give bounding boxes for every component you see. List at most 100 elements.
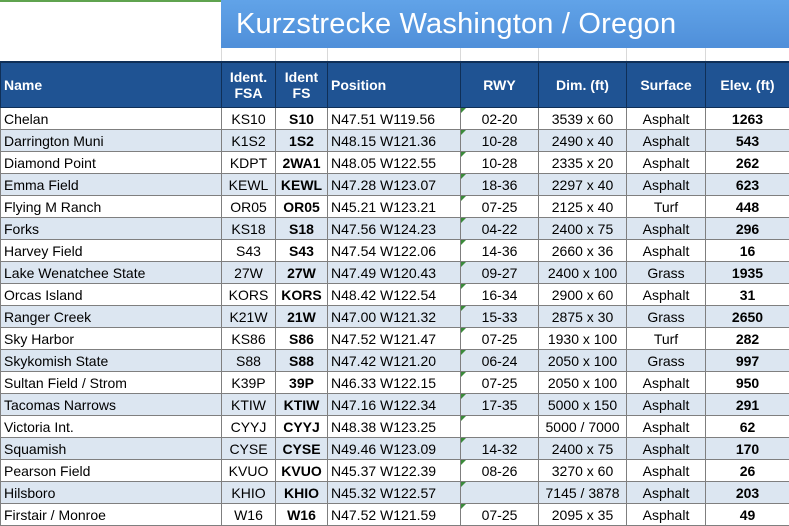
cell-name[interactable]: Ranger Creek (1, 306, 222, 328)
cell-elev[interactable]: 31 (706, 284, 789, 306)
cell-rwy[interactable]: 10-28 (461, 152, 539, 174)
cell-position[interactable]: N49.46 W123.09 (328, 438, 461, 460)
cell-dim[interactable]: 5000 / 7000 (539, 416, 627, 438)
header-dim[interactable]: Dim. (ft) (539, 62, 627, 108)
cell-surface[interactable]: Asphalt (627, 394, 706, 416)
cell-rwy[interactable]: 10-28 (461, 130, 539, 152)
cell-ident-fsa[interactable]: KS86 (222, 328, 276, 350)
header-rwy[interactable]: RWY (461, 62, 539, 108)
cell-dim[interactable]: 2400 x 100 (539, 262, 627, 284)
cell-ident-fsa[interactable]: W16 (222, 504, 276, 526)
header-ident-fsa[interactable]: Ident. FSA (222, 62, 276, 108)
cell-position[interactable]: N48.38 W123.25 (328, 416, 461, 438)
cell-elev[interactable]: 262 (706, 152, 789, 174)
cell-name[interactable]: Pearson Field (1, 460, 222, 482)
cell-rwy[interactable]: 07-25 (461, 196, 539, 218)
cell-name[interactable]: Skykomish State (1, 350, 222, 372)
cell-ident-fsa[interactable]: S88 (222, 350, 276, 372)
cell-name[interactable]: Squamish (1, 438, 222, 460)
cell-dim[interactable]: 2050 x 100 (539, 372, 627, 394)
cell-position[interactable]: N47.28 W123.07 (328, 174, 461, 196)
cell-ident-fs[interactable]: W16 (276, 504, 328, 526)
cell-ident-fsa[interactable]: KORS (222, 284, 276, 306)
cell-surface[interactable]: Turf (627, 196, 706, 218)
cell-ident-fs[interactable]: 1S2 (276, 130, 328, 152)
cell-elev[interactable]: 62 (706, 416, 789, 438)
header-name[interactable]: Name (1, 62, 222, 108)
cell-name[interactable]: Harvey Field (1, 240, 222, 262)
cell-rwy[interactable]: 14-36 (461, 240, 539, 262)
header-surface[interactable]: Surface (627, 62, 706, 108)
cell-dim[interactable]: 3539 x 60 (539, 108, 627, 130)
cell-rwy[interactable]: 07-25 (461, 372, 539, 394)
cell-ident-fs[interactable]: KORS (276, 284, 328, 306)
cell-ident-fsa[interactable]: KHIO (222, 482, 276, 504)
cell-ident-fsa[interactable]: K39P (222, 372, 276, 394)
cell-rwy[interactable]: 02-20 (461, 108, 539, 130)
cell-position[interactable]: N47.56 W124.23 (328, 218, 461, 240)
header-position[interactable]: Position (328, 62, 461, 108)
cell-ident-fsa[interactable]: K1S2 (222, 130, 276, 152)
cell-position[interactable]: N46.33 W122.15 (328, 372, 461, 394)
cell-elev[interactable]: 1263 (706, 108, 789, 130)
cell-ident-fsa[interactable]: S43 (222, 240, 276, 262)
cell-position[interactable]: N47.52 W121.47 (328, 328, 461, 350)
cell-ident-fs[interactable]: S10 (276, 108, 328, 130)
cell-name[interactable]: Lake Wenatchee State (1, 262, 222, 284)
cell-elev[interactable]: 296 (706, 218, 789, 240)
cell-ident-fs[interactable]: S86 (276, 328, 328, 350)
cell-rwy[interactable]: 07-25 (461, 504, 539, 526)
cell-surface[interactable]: Asphalt (627, 174, 706, 196)
cell-ident-fsa[interactable]: CYSE (222, 438, 276, 460)
cell-elev[interactable]: 49 (706, 504, 789, 526)
cell-position[interactable]: N47.52 W121.59 (328, 504, 461, 526)
cell-position[interactable]: N45.21 W123.21 (328, 196, 461, 218)
cell-rwy[interactable]: 04-22 (461, 218, 539, 240)
cell-ident-fsa[interactable]: KS10 (222, 108, 276, 130)
cell-position[interactable]: N47.00 W121.32 (328, 306, 461, 328)
cell-surface[interactable]: Asphalt (627, 108, 706, 130)
cell-ident-fs[interactable]: KTIW (276, 394, 328, 416)
cell-elev[interactable]: 282 (706, 328, 789, 350)
cell-name[interactable]: Diamond Point (1, 152, 222, 174)
cell-elev[interactable]: 448 (706, 196, 789, 218)
cell-elev[interactable]: 2650 (706, 306, 789, 328)
cell-rwy[interactable]: 08-26 (461, 460, 539, 482)
cell-dim[interactable]: 2400 x 75 (539, 218, 627, 240)
cell-elev[interactable]: 543 (706, 130, 789, 152)
cell-rwy[interactable] (461, 482, 539, 504)
cell-surface[interactable]: Asphalt (627, 416, 706, 438)
cell-ident-fs[interactable]: 21W (276, 306, 328, 328)
cell-position[interactable]: N48.42 W122.54 (328, 284, 461, 306)
cell-surface[interactable]: Asphalt (627, 438, 706, 460)
cell-ident-fs[interactable]: KEWL (276, 174, 328, 196)
cell-dim[interactable]: 2125 x 40 (539, 196, 627, 218)
cell-name[interactable]: Forks (1, 218, 222, 240)
cell-rwy[interactable]: 15-33 (461, 306, 539, 328)
cell-ident-fs[interactable]: OR05 (276, 196, 328, 218)
cell-elev[interactable]: 1935 (706, 262, 789, 284)
cell-position[interactable]: N48.05 W122.55 (328, 152, 461, 174)
cell-dim[interactable]: 2400 x 75 (539, 438, 627, 460)
cell-elev[interactable]: 950 (706, 372, 789, 394)
cell-ident-fsa[interactable]: CYYJ (222, 416, 276, 438)
cell-name[interactable]: Tacomas Narrows (1, 394, 222, 416)
cell-ident-fs[interactable]: 39P (276, 372, 328, 394)
cell-elev[interactable]: 203 (706, 482, 789, 504)
cell-surface[interactable]: Asphalt (627, 152, 706, 174)
cell-name[interactable]: Hilsboro (1, 482, 222, 504)
cell-dim[interactable]: 2875 x 30 (539, 306, 627, 328)
cell-ident-fs[interactable]: 27W (276, 262, 328, 284)
cell-surface[interactable]: Grass (627, 350, 706, 372)
cell-ident-fsa[interactable]: KS18 (222, 218, 276, 240)
cell-surface[interactable]: Asphalt (627, 504, 706, 526)
cell-ident-fsa[interactable]: KTIW (222, 394, 276, 416)
cell-ident-fsa[interactable]: KVUO (222, 460, 276, 482)
cell-dim[interactable]: 2900 x 60 (539, 284, 627, 306)
cell-position[interactable]: N47.54 W122.06 (328, 240, 461, 262)
cell-ident-fs[interactable]: CYYJ (276, 416, 328, 438)
cell-rwy[interactable]: 06-24 (461, 350, 539, 372)
cell-surface[interactable]: Asphalt (627, 284, 706, 306)
cell-dim[interactable]: 3270 x 60 (539, 460, 627, 482)
cell-ident-fsa[interactable]: KDPT (222, 152, 276, 174)
